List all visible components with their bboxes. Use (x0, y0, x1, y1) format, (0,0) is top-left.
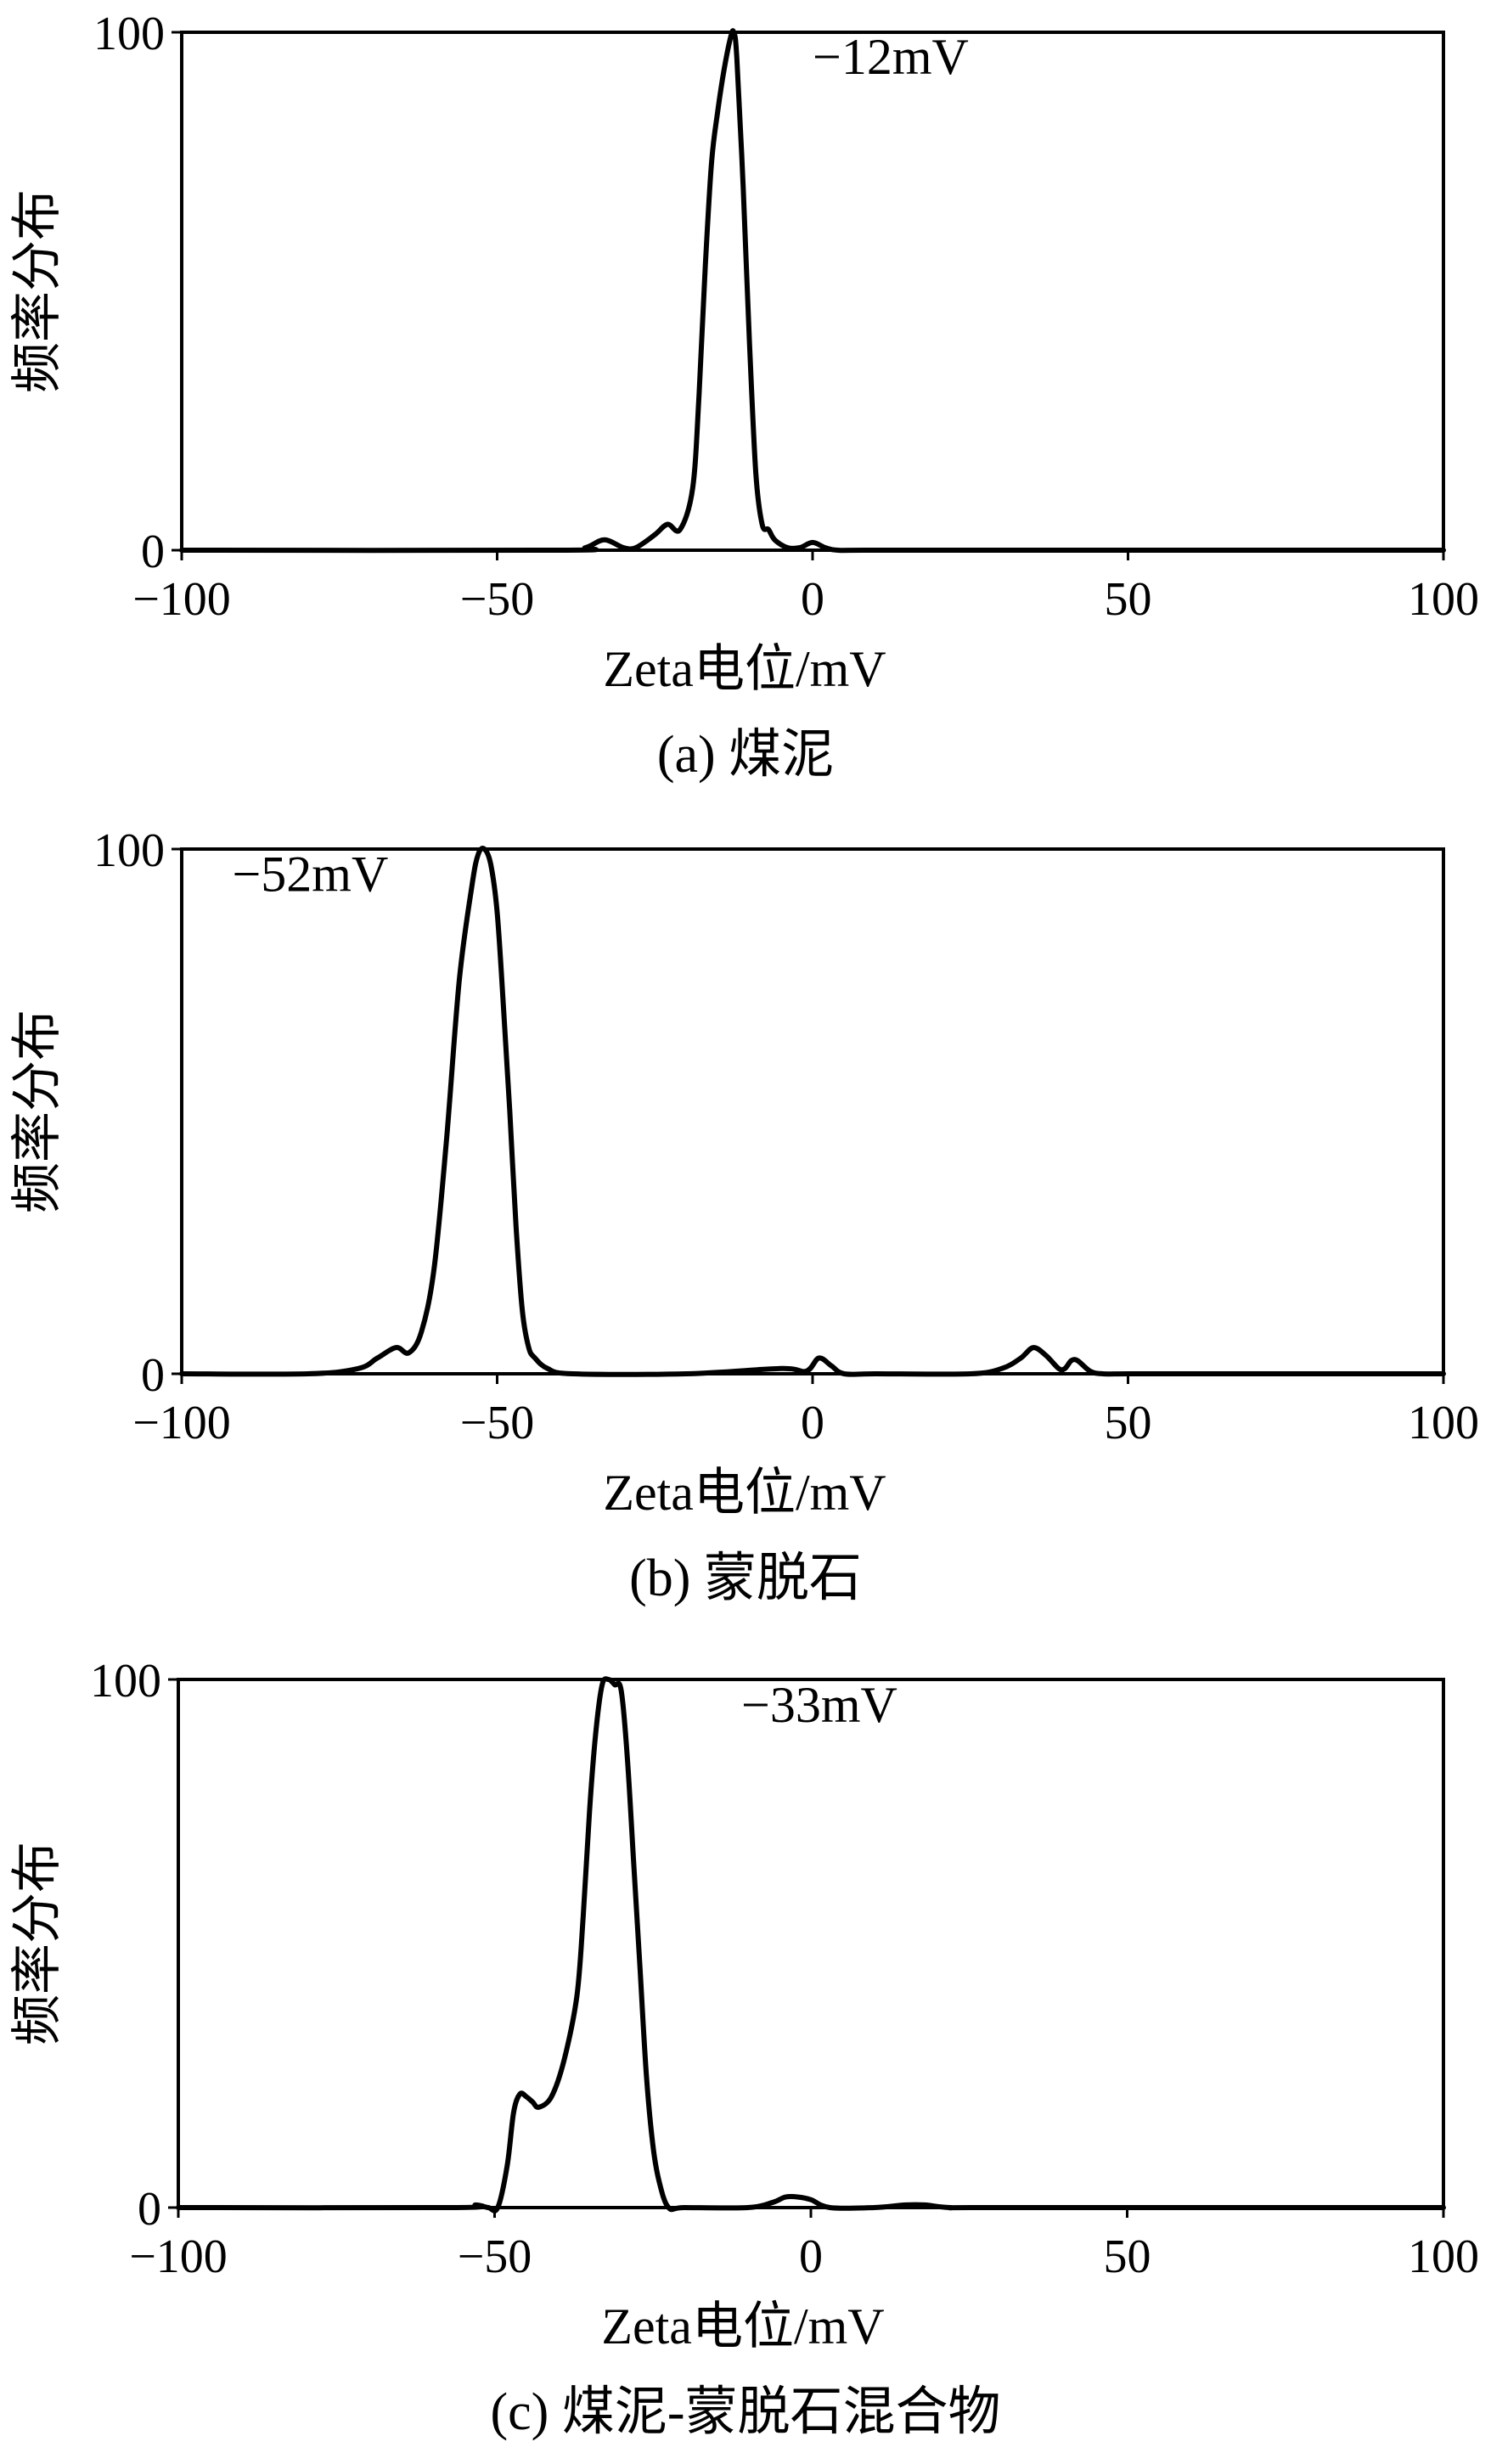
x-tick-label: 100 (1408, 1397, 1479, 1449)
y-tick-label: 100 (93, 8, 165, 60)
peak-annotation: −52mV (232, 846, 388, 902)
peak-annotation: −12mV (813, 29, 969, 85)
series-line (176, 1676, 1446, 2214)
x-axis-label: Zeta电位/mV (603, 1465, 886, 1521)
y-axis-label: 频率分布 (9, 189, 65, 393)
chart-panel-c: −100 −50 0 50 100 0 100 Zeta电位/mV 频率分布 −33mV (c) … (0, 1647, 1491, 2464)
chart-c-caption: (c) 煤泥-蒙脱石混合物 (490, 2383, 1001, 2441)
x-tick-label: −100 (132, 1397, 231, 1449)
x-tick-label: 50 (1105, 573, 1152, 626)
y-tick-label: 100 (90, 1655, 161, 1707)
plot-frame (180, 31, 1445, 552)
chart-a-caption: (a) 煤泥 (656, 726, 835, 784)
y-axis-label: 频率分布 (9, 1842, 65, 2045)
plot-frame (177, 1678, 1445, 2209)
plot-frame (180, 847, 1445, 1375)
y-tick-label: 0 (141, 1349, 165, 1402)
x-tick-label: −100 (129, 2231, 228, 2283)
chart-b-svg: −100 −50 0 50 100 0 100 Zeta电位/mV 频率分布 −52mV (9, 824, 1479, 1521)
x-tick-label: 50 (1104, 2231, 1151, 2283)
series-line (179, 846, 1446, 1377)
chart-b-caption: (b) 蒙脱石 (629, 1550, 862, 1607)
peak-annotation: −33mV (741, 1677, 897, 1733)
x-tick-label: −50 (460, 1397, 535, 1449)
x-tick-label: 100 (1408, 573, 1479, 626)
x-axis-label: Zeta电位/mV (601, 2298, 884, 2354)
y-tick-label: 100 (93, 824, 165, 877)
y-axis-label: 频率分布 (9, 1010, 65, 1213)
y-tick-label: 0 (141, 526, 165, 578)
x-tick-label: −100 (132, 573, 231, 626)
x-tick-label: 100 (1408, 2231, 1479, 2283)
x-tick-label: 50 (1105, 1397, 1152, 1449)
chart-a-svg: −100 −50 0 50 100 0 100 Zeta电位/mV 频率分布 −12mV (9, 8, 1479, 697)
x-tick-label: 0 (801, 1397, 824, 1449)
chart-panel-a: −100 −50 0 50 100 0 100 Zeta电位/mV 频率分布 −12mV (a) … (0, 0, 1491, 824)
x-tick-label: 0 (799, 2231, 823, 2283)
x-tick-label: −50 (460, 573, 535, 626)
x-tick-label: −50 (458, 2231, 532, 2283)
series-line (179, 28, 1446, 554)
chart-panel-b: −100 −50 0 50 100 0 100 Zeta电位/mV 频率分布 −52mV (b) … (0, 824, 1491, 1647)
y-tick-label: 0 (138, 2183, 161, 2236)
x-tick-label: 0 (801, 573, 824, 626)
x-axis-label: Zeta电位/mV (603, 641, 886, 697)
chart-c-svg: −100 −50 0 50 100 0 100 Zeta电位/mV 频率分布 −33mV (9, 1655, 1479, 2354)
